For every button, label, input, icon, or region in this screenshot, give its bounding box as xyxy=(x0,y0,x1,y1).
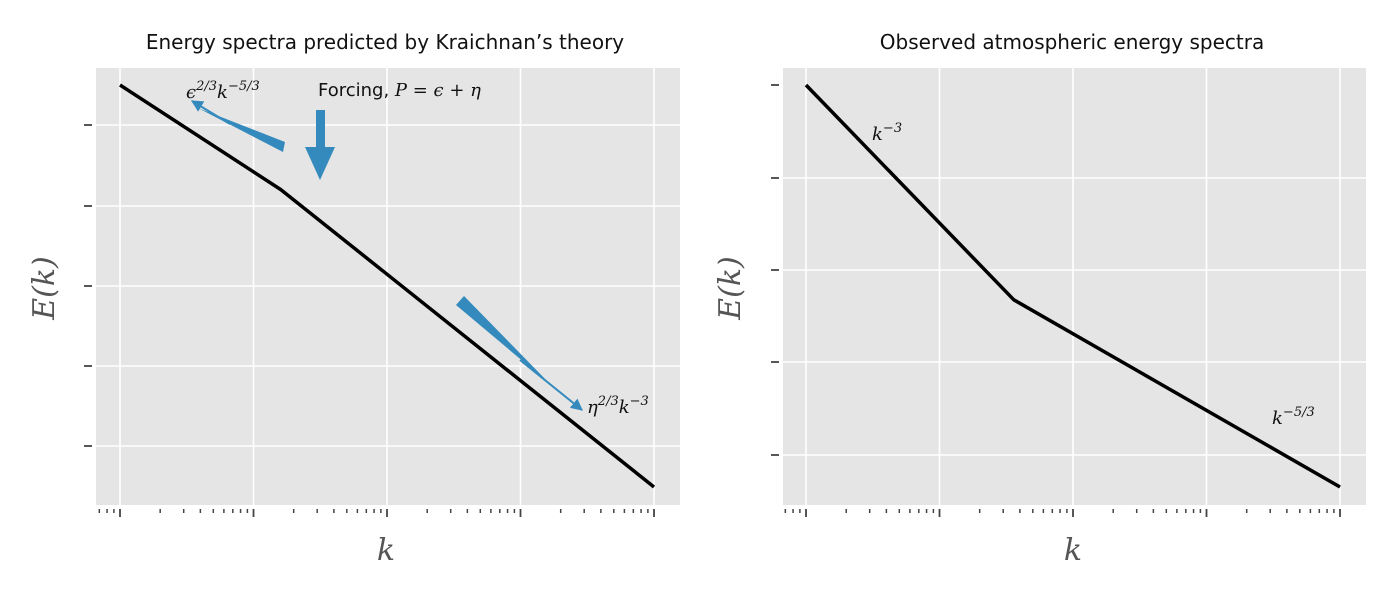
right-slope-exponent-1: 2/3 xyxy=(597,394,619,409)
forcing-label-text: Forcing, xyxy=(318,80,395,101)
right-chart-title: Observed atmospheric energy spectra xyxy=(880,30,1264,54)
upper-slope-k: k xyxy=(872,124,883,145)
right-slope-label: η2/3k−3 xyxy=(587,394,649,418)
left-arrows xyxy=(190,100,583,411)
forward-cascade-arrow-body xyxy=(456,296,550,384)
left-slope-base: ϵ xyxy=(186,82,196,103)
lower-slope-exponent: −5/3 xyxy=(1283,405,1315,420)
right-grid xyxy=(783,68,1366,505)
left-slope-exponent-1: 2/3 xyxy=(195,79,217,94)
upper-slope-exponent: −3 xyxy=(883,121,902,136)
left-chart-panel: Energy spectra predicted by Kraichnan’s … xyxy=(27,30,680,568)
left-slope-label: ϵ2/3k−5/3 xyxy=(186,79,260,103)
forward-cascade-arrow-head xyxy=(519,359,583,411)
right-y-axis-label: E(k) xyxy=(713,256,748,321)
forcing-label: Forcing, P = ϵ + η xyxy=(318,80,481,101)
right-slope-k: k xyxy=(619,397,630,418)
forcing-label-math: P = ϵ + η xyxy=(394,80,481,101)
right-slope-exponent-2: −3 xyxy=(630,394,649,409)
left-ticks xyxy=(84,124,655,517)
left-x-axis-label: k xyxy=(377,533,395,568)
upper-slope-label: k−3 xyxy=(872,121,902,145)
right-slope-base: η xyxy=(587,397,598,418)
left-series-line xyxy=(119,83,656,489)
right-x-axis-label: k xyxy=(1064,533,1082,568)
left-chart-title: Energy spectra predicted by Kraichnan’s … xyxy=(146,30,624,54)
inverse-cascade-arrow-body xyxy=(198,108,285,152)
right-plot-background xyxy=(783,68,1366,505)
left-slope-k: k xyxy=(217,82,228,103)
right-ticks xyxy=(771,84,1341,517)
left-grid xyxy=(96,68,680,505)
lower-slope-label: k−5/3 xyxy=(1272,405,1315,429)
lower-slope-k: k xyxy=(1272,408,1283,429)
right-chart-panel: Observed atmospheric energy spectra k E(… xyxy=(713,30,1366,568)
forcing-arrow xyxy=(305,110,335,180)
left-slope-exponent-2: −5/3 xyxy=(228,79,260,94)
inverse-cascade-arrow-head xyxy=(190,100,231,125)
left-y-axis-label: E(k) xyxy=(27,256,62,321)
right-series-line xyxy=(804,83,1341,489)
